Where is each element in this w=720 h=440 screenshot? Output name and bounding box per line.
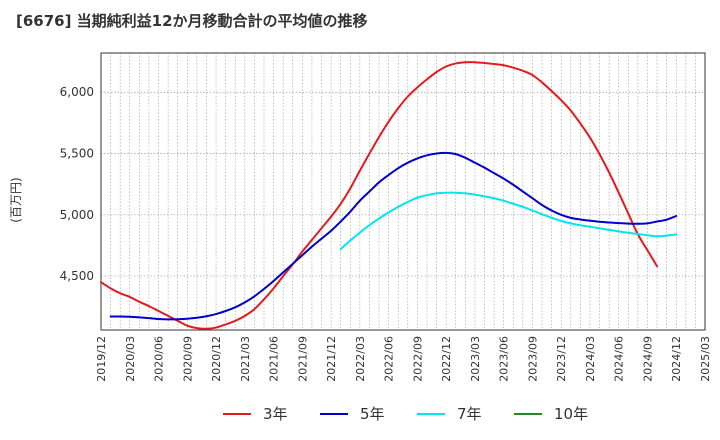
series-line-2	[339, 191, 678, 251]
x-tick-label: 2021/06	[268, 336, 281, 382]
x-tick-label: 2023/06	[498, 336, 511, 382]
x-tick-label: 2021/09	[296, 336, 309, 382]
legend-label: 10年	[554, 405, 588, 423]
x-tick-label: 2020/03	[124, 336, 137, 382]
x-tick-label: 2022/09	[411, 336, 424, 382]
legend-label: 7年	[457, 405, 482, 423]
x-tick-label: 2022/12	[440, 336, 453, 382]
y-tick-label: 6,000	[60, 85, 94, 99]
legend: 3年 5年 7年 10年	[223, 405, 588, 423]
series-line-0	[100, 61, 659, 330]
x-tick-label: 2022/03	[354, 336, 367, 382]
series-line-1	[109, 151, 678, 321]
x-tick-label: 2024/06	[613, 336, 626, 382]
y-tick-label: 4,500	[60, 269, 94, 283]
x-axis-ticks: 2019/12 2020/03 2020/06 2020/09 2020/12 2021/…	[95, 336, 712, 382]
x-tick-label: 2021/03	[239, 336, 252, 382]
x-tick-label: 2021/12	[325, 336, 338, 382]
x-tick-label: 2023/03	[469, 336, 482, 382]
grid	[101, 53, 705, 330]
x-tick-label: 2022/06	[383, 336, 396, 382]
y-tick-label: 5,000	[60, 208, 94, 222]
x-tick-label: 2023/09	[526, 336, 539, 382]
chart-title: [6676] 当期純利益12か月移動合計の平均値の推移	[16, 12, 368, 30]
x-tick-label: 2020/09	[181, 336, 194, 382]
series-lines	[100, 61, 678, 330]
legend-label: 5年	[360, 405, 385, 423]
plot-area-frame	[100, 52, 706, 331]
y-tick-label: 5,500	[60, 147, 94, 161]
x-tick-label: 2020/12	[210, 336, 223, 382]
legend-label: 3年	[263, 405, 288, 423]
y-axis-ticks: 4,500 5,000 5,500 6,000	[60, 85, 94, 283]
x-tick-label: 2020/06	[153, 336, 166, 382]
x-tick-label: 2024/03	[584, 336, 597, 382]
x-tick-label: 2024/12	[670, 336, 683, 382]
x-tick-label: 2024/09	[641, 336, 654, 382]
x-tick-label: 2023/12	[555, 336, 568, 382]
x-tick-label: 2019/12	[95, 336, 108, 382]
x-tick-label: 2025/03	[699, 336, 712, 382]
y-axis-label: (百万円)	[9, 177, 23, 222]
